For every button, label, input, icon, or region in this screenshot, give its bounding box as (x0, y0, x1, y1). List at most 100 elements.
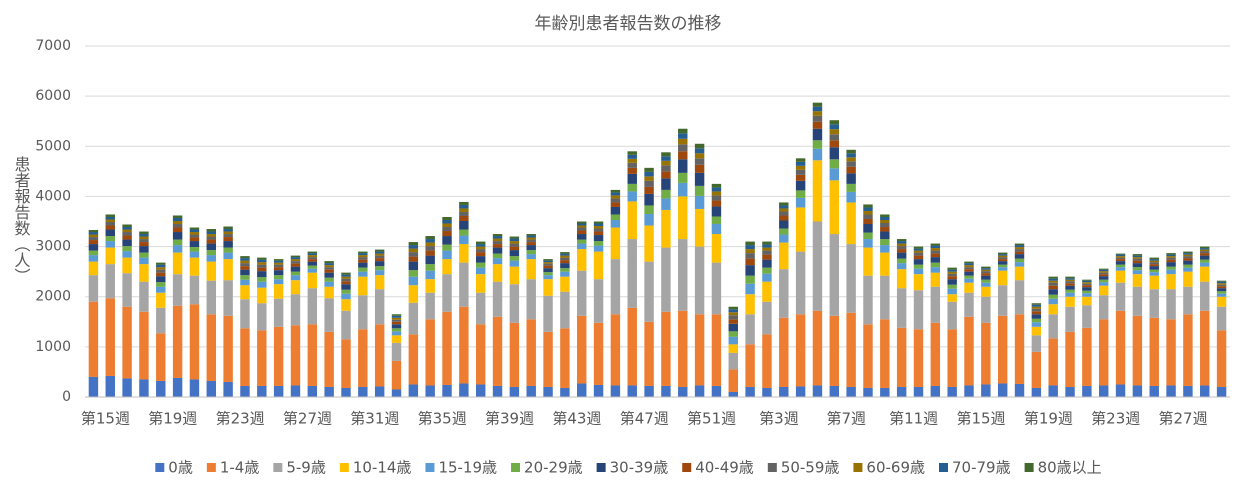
bar-segment (896, 386, 907, 397)
bar-segment (728, 369, 738, 392)
bar-segment (1183, 254, 1193, 257)
bar-segment (1065, 289, 1075, 293)
bar-segment (341, 281, 351, 285)
bar-segment (105, 375, 115, 397)
bar-segment (728, 336, 738, 345)
bar-segment (206, 255, 217, 262)
bar-segment (661, 165, 671, 172)
bar-segment (896, 249, 907, 253)
legend-label: 70-79歳 (952, 459, 1011, 477)
bar-segment (863, 232, 873, 240)
bar-segment (425, 292, 435, 320)
bar-segment (1115, 261, 1126, 265)
bar-segment (206, 231, 217, 235)
bar-segment (947, 271, 957, 274)
bar-segment (1048, 385, 1058, 397)
legend-label: 20-29歳 (524, 459, 583, 477)
bar-segment (257, 257, 267, 260)
bar-segment (694, 314, 705, 386)
bar-segment (1183, 314, 1193, 386)
bar-segment (560, 263, 570, 269)
bar-segment (1132, 258, 1143, 261)
bar-segment (391, 314, 402, 316)
bar-segment (1166, 385, 1176, 397)
bar-segment (762, 281, 772, 302)
bar-segment (459, 262, 469, 307)
bar-segment (543, 262, 553, 264)
bar-segment (1183, 385, 1193, 397)
bar-segment (1031, 326, 1042, 336)
bar-segment (577, 223, 587, 226)
bar-segment (391, 342, 402, 361)
bar-segment (1200, 310, 1210, 386)
bar-segment (981, 322, 991, 385)
bar-segment (779, 228, 789, 235)
bar-segment (273, 385, 284, 397)
bar-segment (122, 246, 132, 252)
bar-segment (560, 268, 570, 272)
bar-segment (1183, 253, 1193, 255)
bar-segment (543, 259, 553, 261)
bar-segment (863, 387, 873, 397)
bar-segment (896, 241, 907, 244)
bar-segment (577, 249, 587, 271)
bar-segment (1014, 254, 1025, 259)
bar-segment (1082, 287, 1092, 291)
bar-segment (1166, 253, 1176, 255)
x-tick-label: 第11週 (889, 410, 938, 428)
bar-segment (442, 274, 452, 312)
bar-segment (526, 245, 536, 251)
bar-segment (358, 255, 368, 258)
bar-segment (795, 207, 806, 252)
bar-segment (324, 265, 334, 268)
bar-segment (1031, 304, 1042, 307)
bar-segment (341, 272, 351, 275)
bar-segment (1115, 270, 1126, 283)
bar-segment (206, 261, 217, 281)
bar-segment (290, 263, 301, 267)
bar-segment (678, 239, 688, 311)
bar-segment (358, 262, 368, 268)
y-tick-label: 0 (62, 389, 71, 405)
bar-segment (459, 306, 469, 384)
bar-segment (526, 250, 536, 255)
bar-segment (997, 259, 1008, 262)
bar-segment (812, 160, 823, 222)
bar-segment (88, 376, 99, 397)
bar-segment (408, 384, 419, 397)
bar-segment (593, 279, 604, 323)
bar-segment (156, 380, 166, 397)
bar-segment (88, 240, 99, 245)
bar-segment (964, 263, 974, 266)
bar-segment (779, 208, 789, 212)
bar-segment (1031, 308, 1042, 312)
bar-segment (627, 201, 637, 240)
bar-segment (779, 386, 789, 397)
bar-segment (560, 291, 570, 329)
legend-label: 40-49歳 (695, 459, 754, 477)
bar-segment (745, 253, 755, 259)
bar-segment (846, 157, 856, 162)
bar-segment (408, 261, 419, 271)
bar-segment (374, 255, 385, 259)
bar-segment (560, 257, 570, 261)
bar-segment (307, 255, 318, 258)
bar-segment (812, 385, 823, 397)
bar-segment (492, 385, 503, 397)
bar-segment (711, 314, 722, 386)
legend-swatch (767, 463, 777, 472)
bar-segment (745, 294, 755, 315)
bar-segment (543, 260, 553, 263)
bar-segment (1014, 258, 1025, 263)
bar-segment (307, 259, 318, 262)
bar-segment (290, 280, 301, 295)
bar-segment (290, 294, 301, 326)
bar-segment (762, 273, 772, 282)
bar-segment (627, 151, 637, 155)
bar-segment (610, 195, 621, 199)
bar-segment (509, 260, 520, 267)
bar-segment (577, 225, 587, 228)
bar-segment (829, 168, 840, 181)
bar-segment (593, 251, 604, 280)
bar-segment (997, 270, 1008, 286)
